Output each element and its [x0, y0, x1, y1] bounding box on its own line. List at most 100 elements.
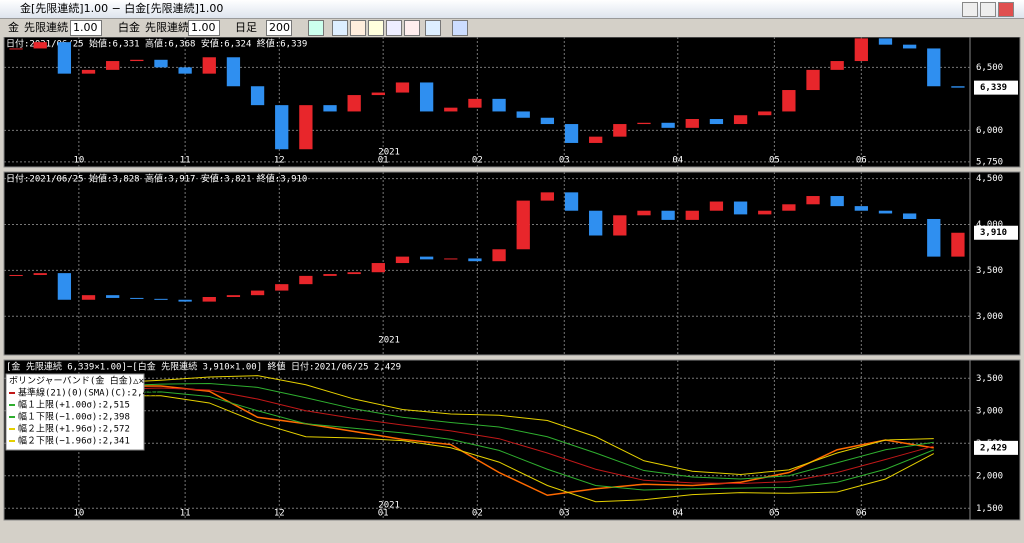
candle — [444, 107, 458, 112]
y-tick-label: 3,000 — [976, 312, 1003, 322]
candle — [371, 263, 385, 273]
candle — [81, 69, 96, 74]
candle — [902, 44, 917, 49]
candle — [226, 295, 241, 298]
candle — [492, 249, 506, 262]
tool-button[interactable] — [332, 20, 348, 36]
candle — [154, 59, 168, 68]
candle — [57, 42, 72, 74]
candle — [419, 256, 434, 260]
toolbar: 金 先限連続 1.00 白金 先限連続 1.00 日足 200 — [0, 19, 1024, 37]
tool-button[interactable] — [404, 20, 420, 36]
x-tick-label: 01 — [378, 509, 389, 519]
tool-button[interactable] — [368, 20, 384, 36]
legend-entry: 幅２下限(−1.96σ):2,341 — [18, 435, 130, 447]
window-title: 金[先限連続]1.00 − 白金[先限連続]1.00 — [20, 2, 224, 15]
y-tick-label: 1,500 — [976, 504, 1003, 514]
x-tick-label: 06 — [856, 156, 867, 166]
maximize-button[interactable] — [980, 2, 996, 17]
x-tick-label: 12 — [274, 156, 285, 166]
legend-box — [5, 373, 145, 451]
candle — [637, 210, 651, 216]
series-line — [16, 395, 935, 503]
candle — [709, 201, 724, 211]
close-button[interactable] — [998, 2, 1014, 17]
tool-button[interactable] — [386, 20, 402, 36]
series-line — [16, 387, 934, 485]
price-tag-label: 6,339 — [980, 83, 1007, 93]
x-tick-label: 03 — [559, 156, 570, 166]
candle — [130, 59, 144, 62]
candle — [81, 295, 96, 300]
candle — [540, 192, 555, 201]
multiplier-input[interactable]: 1.00 — [70, 20, 102, 36]
legend-title: ボリンジャーバンド(金 白金)△✕ — [9, 375, 144, 387]
x-tick-label: 10 — [73, 509, 84, 519]
x-tick-label: 04 — [672, 509, 683, 519]
candle — [33, 42, 47, 49]
candle — [589, 136, 603, 143]
panel-background — [3, 37, 1021, 168]
candle — [130, 297, 144, 299]
candle — [564, 124, 579, 143]
candle — [927, 48, 941, 87]
candle — [468, 98, 482, 108]
period-select[interactable]: 日足 — [235, 21, 257, 34]
candle — [806, 69, 820, 91]
candle — [33, 273, 47, 275]
y-tick-label: 3,000 — [976, 406, 1003, 416]
candle — [733, 115, 748, 125]
candle — [516, 111, 530, 118]
legend-entry: 基準線(21)(0)(SMA)(C):2,457 — [18, 387, 159, 399]
candle — [951, 86, 965, 88]
candle — [902, 213, 917, 219]
y-tick-label: 5,750 — [976, 157, 1003, 167]
x-tick-label: 05 — [769, 156, 780, 166]
y-tick-label: 6,500 — [976, 63, 1003, 73]
count-input[interactable]: 200 — [266, 20, 292, 36]
y-tick-label: 6,000 — [976, 126, 1003, 136]
candle — [782, 90, 796, 112]
candle — [154, 298, 168, 300]
year-label: 2021 — [378, 501, 400, 511]
candle — [9, 274, 23, 276]
candle — [323, 274, 337, 276]
legend-entry: 幅１下限(−1.00σ):2,398 — [18, 411, 130, 423]
candle — [613, 215, 627, 236]
price-tag — [974, 225, 1018, 240]
multiplier-input[interactable]: 1.00 — [188, 20, 220, 36]
minimize-button[interactable] — [962, 2, 978, 17]
candle — [419, 82, 434, 112]
panel-background — [3, 171, 1021, 356]
candle — [685, 210, 699, 220]
candle — [250, 86, 265, 106]
series-line — [16, 382, 934, 480]
candle — [878, 210, 893, 214]
tool-button[interactable] — [425, 20, 441, 36]
candle — [347, 95, 361, 112]
candle — [613, 124, 627, 137]
series-line — [16, 385, 934, 497]
candle — [637, 122, 651, 125]
candle — [226, 57, 241, 87]
x-tick-label: 01 — [378, 156, 389, 166]
candle — [178, 299, 192, 302]
tool-button[interactable] — [350, 20, 366, 36]
candle — [323, 105, 337, 112]
item-label: 白金 — [118, 21, 140, 34]
candle — [106, 295, 120, 298]
candle — [564, 192, 579, 211]
candle — [951, 232, 965, 257]
candle — [106, 61, 120, 70]
y-tick-label: 2,000 — [976, 471, 1003, 481]
refresh-button[interactable] — [452, 20, 468, 36]
series-line — [16, 391, 934, 491]
price-tag — [974, 80, 1018, 95]
tool-button[interactable] — [308, 20, 324, 36]
candle — [299, 105, 313, 150]
candle — [830, 61, 844, 70]
candle — [927, 218, 941, 257]
candle — [685, 119, 699, 128]
candle — [371, 92, 385, 96]
